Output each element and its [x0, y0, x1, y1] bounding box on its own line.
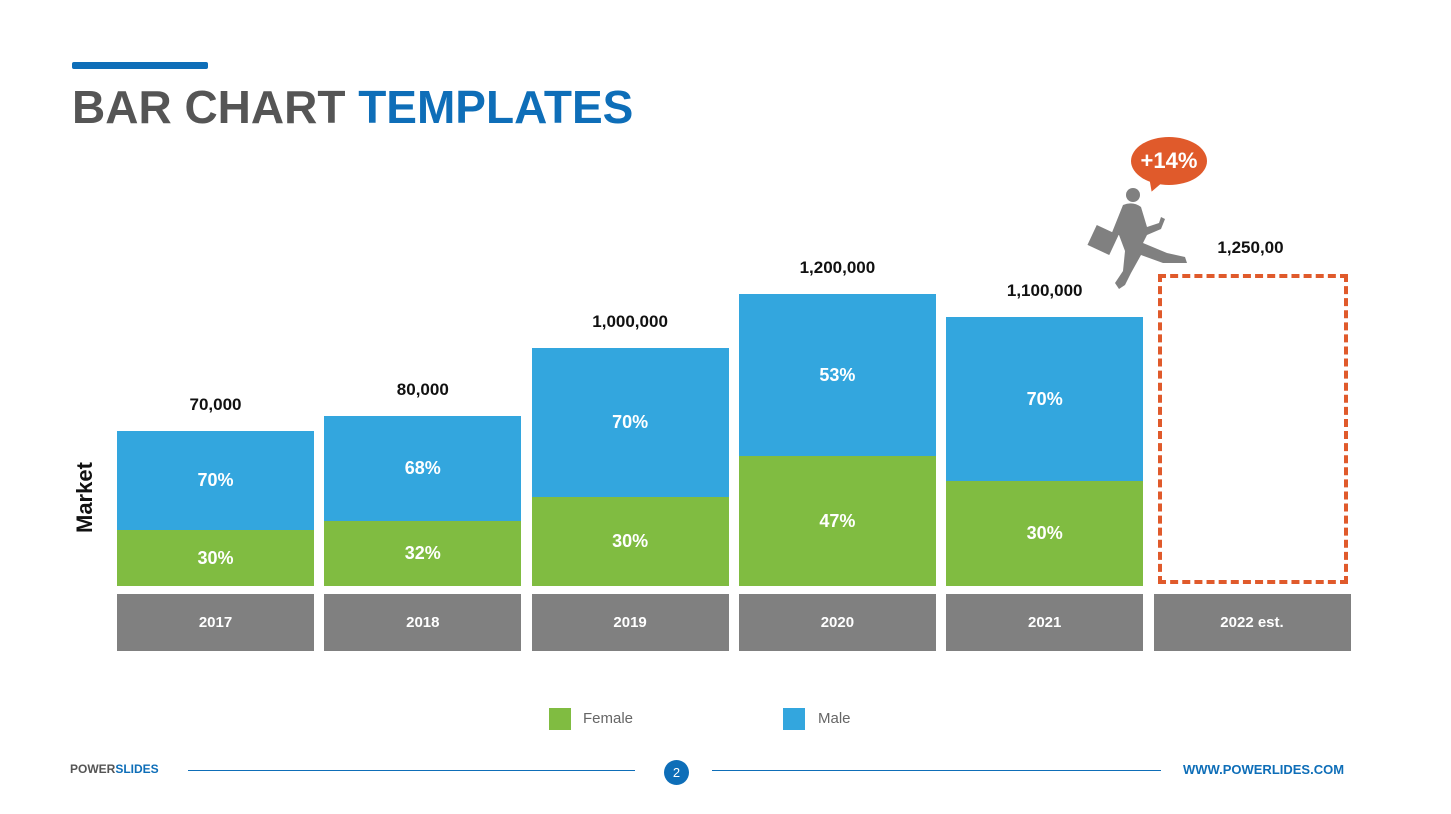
bar-segment-male: 70% [946, 317, 1144, 481]
category-label: 2022 est. [1153, 594, 1351, 651]
estimate-dashed-bar [1158, 274, 1348, 584]
bar-2017: 70% 30% [117, 431, 314, 586]
bar-total-label: 1,200,000 [799, 258, 876, 277]
bar-2018: 68% 32% [324, 416, 522, 586]
bar-2019: 70% 30% [531, 348, 729, 586]
bar-segment-female: 30% [531, 497, 729, 586]
footer-divider-right [712, 770, 1161, 771]
bar-2020: 53% 47% [738, 294, 936, 586]
legend-label-female: Female [583, 710, 634, 727]
bar-total-label: 1,100,000 [1006, 281, 1083, 300]
bar-segment-male: 53% [738, 294, 936, 456]
running-businessman-icon [1087, 188, 1187, 289]
growth-bubble: +14% [1131, 137, 1207, 185]
footer-divider-left [188, 770, 635, 771]
bar-total-label: 80,000 [396, 380, 449, 399]
bar-segment-female: 30% [946, 481, 1144, 586]
page-title: BAR CHART TEMPLATES [72, 80, 633, 134]
bar-segment-male: 70% [531, 348, 729, 497]
title-part1: BAR CHART [72, 81, 346, 133]
bar-segment-female: 47% [738, 456, 936, 586]
bar-total-label: 70,000 [189, 395, 242, 414]
page-number: 2 [664, 760, 689, 785]
legend-label-male: Male [818, 710, 851, 727]
bar-segment-female: 30% [117, 530, 314, 586]
bar-2021: 70% 30% [946, 317, 1144, 586]
category-label: 2019 [531, 594, 729, 651]
category-label: 2020 [738, 594, 936, 651]
bar-total-label: 1,250,00 [1217, 238, 1284, 257]
bar-total-label: 1,000,000 [592, 312, 668, 331]
brand-part1: POWER [70, 762, 116, 776]
legend-swatch-male [783, 708, 805, 730]
y-axis-label: Market [72, 462, 97, 533]
category-label: 2017 [117, 594, 314, 651]
category-label: 2021 [946, 594, 1144, 651]
brand-part2: SLIDES [115, 762, 159, 776]
legend-swatch-female [549, 708, 571, 730]
bar-segment-male: 68% [324, 416, 522, 521]
footer-brand: POWERSLIDES [70, 762, 159, 776]
title-part2: TEMPLATES [358, 81, 634, 133]
title-accent-bar [72, 62, 208, 69]
footer-url[interactable]: WWW.POWERLIDES.COM [1183, 762, 1345, 777]
bar-segment-female: 32% [324, 521, 522, 586]
category-label: 2018 [324, 594, 522, 651]
bar-segment-male: 70% [117, 431, 314, 530]
